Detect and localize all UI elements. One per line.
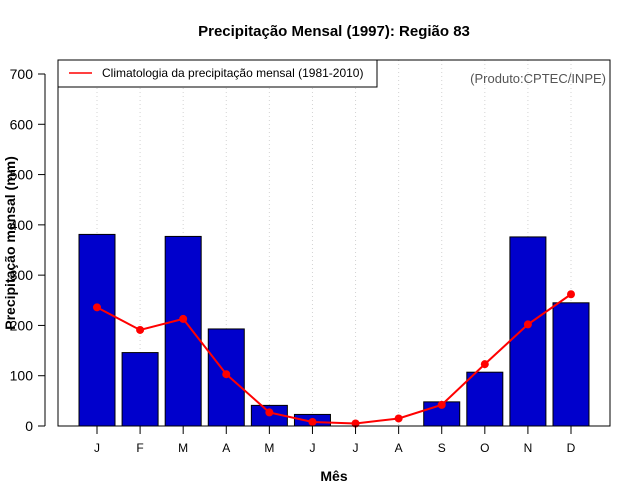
bar-9: [466, 371, 504, 427]
x-tick-label: J: [353, 441, 359, 455]
climatology-point-2: [179, 314, 188, 323]
bar-10: [509, 236, 547, 427]
x-tick-label: J: [94, 441, 100, 455]
bar-1: [121, 352, 159, 427]
y-tick-label: 400: [10, 217, 34, 233]
x-tick-label: J: [309, 441, 315, 455]
climatology-point-7: [394, 414, 403, 423]
y-tick-label: 700: [10, 66, 34, 82]
bar-2: [164, 235, 202, 427]
climatology-line: [96, 293, 572, 425]
climatology-point-6: [351, 419, 360, 428]
bar-0: [78, 233, 116, 427]
climatology-point-5: [308, 417, 317, 426]
x-tick-label: D: [567, 441, 576, 455]
x-tick-label: S: [438, 441, 446, 455]
x-axis-label: Mês: [320, 468, 347, 484]
y-tick-label: 100: [10, 368, 34, 384]
bars-group: [78, 233, 590, 427]
climatology-point-11: [567, 290, 575, 299]
climatology-line-group: [93, 290, 575, 428]
climatology-point-8: [437, 400, 446, 409]
climatology-point-9: [480, 360, 489, 369]
climatology-point-1: [136, 325, 145, 334]
climatology-point-0: [93, 303, 101, 312]
x-tick-label: M: [178, 441, 188, 455]
legend: Climatologia da precipitação mensal (198…: [57, 59, 378, 88]
climatology-point-4: [265, 408, 274, 417]
legend-box: [57, 59, 378, 88]
x-tick-label: F: [136, 441, 143, 455]
y-axis-label: Precipitação mensal (mm): [2, 156, 18, 330]
chart-title: Precipitação Mensal (1997): Região 83: [198, 23, 470, 40]
y-tick-label: 500: [10, 167, 34, 183]
y-tick-label: 200: [10, 317, 34, 333]
bar-11: [552, 302, 590, 427]
x-tick-label: N: [524, 441, 533, 455]
credit-annotation: (Produto:CPTEC/INPE): [470, 71, 606, 86]
y-tick-label: 300: [10, 267, 34, 283]
legend-entry-climatology: Climatologia da precipitação mensal (198…: [102, 66, 363, 80]
x-tick-label: A: [222, 441, 230, 455]
x-tick-label: O: [480, 441, 489, 455]
x-tick-label: M: [264, 441, 274, 455]
climatology-point-10: [523, 320, 532, 329]
y-axis: 0 100 200 300 400 500 600 700: [10, 66, 46, 434]
y-tick-label: 600: [10, 116, 34, 132]
y-tick-label: 0: [25, 418, 33, 434]
climatology-point-3: [222, 370, 231, 379]
x-tick-label: A: [395, 441, 403, 455]
